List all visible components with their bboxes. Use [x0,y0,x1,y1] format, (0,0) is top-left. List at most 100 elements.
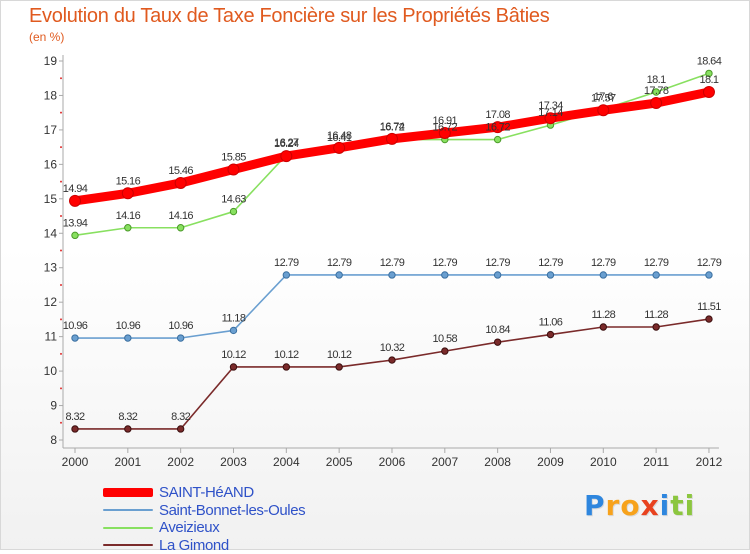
y-tick-label: 10 [44,364,58,378]
data-label: 12.79 [697,257,722,269]
data-label: 18.64 [697,55,722,67]
data-label: 18.1 [699,74,718,86]
logo-letter: i [660,489,671,522]
legend-item-saint-heand[interactable]: SAINT-HéAND [103,484,305,502]
y-tick-label: 14 [44,226,58,240]
data-label: 13.94 [63,217,88,229]
data-point [706,272,712,278]
data-point [177,426,183,432]
data-point [494,136,500,142]
y-tick-label: 11 [45,330,58,344]
data-label: 8.32 [65,411,84,423]
y-minor-tick [60,112,62,114]
data-point [336,364,342,370]
data-point [72,232,78,238]
data-label: 10.32 [380,342,405,354]
data-label: 10.96 [116,320,141,332]
y-minor-tick [60,181,62,183]
data-point [598,105,609,116]
data-label: 12.79 [274,257,299,269]
y-tick-label: 8 [50,433,57,447]
data-label: 14.63 [221,194,246,206]
chart-legend: SAINT-HéAND Saint-Bonnet-les-Oules Aveiz… [103,484,305,554]
x-tick-label: 2010 [590,455,617,469]
data-label: 16.91 [433,115,458,127]
y-minor-tick [60,387,62,389]
data-label: 12.79 [644,257,669,269]
data-point [336,272,342,278]
data-label: 12.79 [380,257,405,269]
y-minor-tick [60,77,62,79]
x-tick-label: 2006 [379,455,406,469]
x-tick-label: 2004 [273,455,300,469]
legend-swatch-aveizieux [103,527,153,529]
data-label: 16.74 [380,121,405,133]
data-point [494,339,500,345]
y-tick-label: 12 [44,295,58,309]
data-label: 12.79 [591,257,616,269]
data-label: 16.24 [274,138,299,150]
data-point [177,335,183,341]
logo-letter: P [584,489,606,522]
x-tick-label: 2000 [62,455,89,469]
data-point [230,208,236,214]
data-label: 16.48 [327,130,352,142]
data-label: 11.06 [539,317,563,329]
data-label: 17.34 [538,100,563,112]
y-tick-label: 9 [50,399,57,413]
x-tick-label: 2008 [484,455,511,469]
legend-label-saint-bonnet: Saint-Bonnet-les-Oules [159,502,305,519]
data-label: 11.28 [591,309,615,321]
data-point [442,272,448,278]
data-label: 15.16 [116,175,141,187]
data-point [122,188,133,199]
data-label: 14.16 [168,210,193,222]
data-point [281,151,292,162]
data-point [600,324,606,330]
data-point [653,272,659,278]
y-minor-tick [60,422,62,424]
data-label: 16.72 [485,122,510,134]
proxiti-logo: Proxiti [584,489,695,522]
data-label: 12.79 [433,257,458,269]
data-point [283,272,289,278]
data-label: 14.94 [63,183,88,195]
y-tick-label: 17 [44,123,58,137]
x-tick-label: 2009 [537,455,564,469]
data-label: 12.79 [327,257,352,269]
legend-label-saint-heand: SAINT-HéAND [159,484,254,501]
data-point [72,335,78,341]
legend-item-saint-bonnet[interactable]: Saint-Bonnet-les-Oules [103,502,305,520]
data-label: 11.51 [697,301,721,313]
legend-item-aveizieux[interactable]: Aveizieux [103,519,305,537]
data-label: 8.32 [171,411,190,423]
data-label: 8.32 [118,411,137,423]
data-label: 11.28 [644,309,668,321]
legend-item-la-gimond[interactable]: La Gimond [103,537,305,554]
x-tick-label: 2005 [326,455,353,469]
y-minor-tick [60,250,62,252]
x-tick-label: 2003 [220,455,247,469]
logo-letter: i [685,489,696,522]
data-label: 10.12 [274,349,299,361]
data-point [175,177,186,188]
data-point [653,324,659,330]
data-label: 10.84 [485,324,510,336]
y-minor-tick [60,215,62,217]
data-point [600,272,606,278]
data-label: 17.78 [644,85,669,97]
series-line-0 [75,92,709,201]
data-point [72,426,78,432]
data-label: 12.79 [485,257,510,269]
x-tick-label: 2007 [431,455,458,469]
data-label: 14.16 [116,210,141,222]
data-point [547,331,553,337]
y-minor-tick [60,318,62,320]
logo-letter: x [641,489,660,522]
legend-swatch-saint-bonnet [103,509,153,511]
data-point [228,164,239,175]
y-minor-tick [60,284,62,286]
logo-letter: t [670,489,684,522]
logo-letter: r [606,489,621,522]
